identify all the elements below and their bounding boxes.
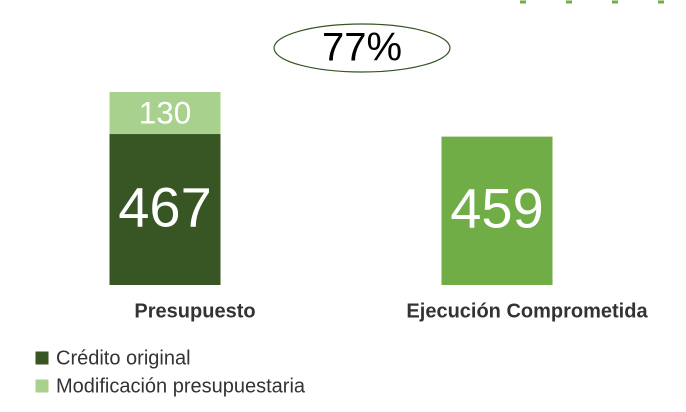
data-label: 130 — [139, 94, 192, 130]
x-tick-label: Ejecución Comprometida — [406, 300, 648, 322]
legend-swatch — [34, 378, 50, 394]
annotation: 77% — [322, 26, 402, 70]
data-label: 467 — [118, 175, 211, 238]
x-tick-label: Presupuesto — [134, 300, 255, 322]
legend-label: Modificación presupuestaria — [56, 375, 306, 397]
bar — [109, 92, 221, 135]
legend-label: Crédito original — [56, 347, 191, 369]
bar — [441, 136, 553, 285]
data-label: 459 — [450, 177, 543, 240]
annotation-ellipse — [273, 23, 451, 73]
bar — [109, 134, 221, 285]
legend-swatch — [34, 350, 50, 366]
